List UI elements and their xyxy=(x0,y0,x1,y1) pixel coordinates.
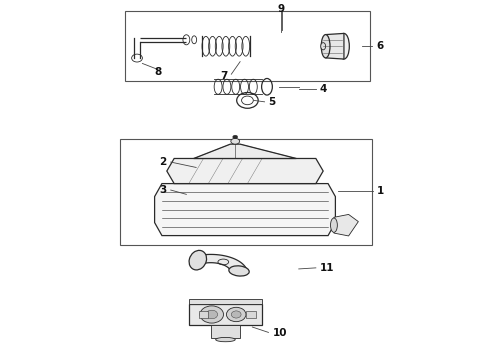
FancyBboxPatch shape xyxy=(246,311,256,318)
Text: 9: 9 xyxy=(278,4,285,14)
Polygon shape xyxy=(334,215,358,236)
Polygon shape xyxy=(326,33,344,59)
Polygon shape xyxy=(194,255,247,271)
FancyBboxPatch shape xyxy=(189,305,262,324)
Circle shape xyxy=(206,310,218,319)
Text: 2: 2 xyxy=(160,157,167,167)
Polygon shape xyxy=(194,144,296,158)
Ellipse shape xyxy=(231,138,240,144)
FancyBboxPatch shape xyxy=(189,300,262,305)
Polygon shape xyxy=(167,158,323,184)
Text: 10: 10 xyxy=(272,328,287,338)
Ellipse shape xyxy=(339,33,349,59)
Circle shape xyxy=(226,307,246,321)
FancyBboxPatch shape xyxy=(211,324,240,338)
Circle shape xyxy=(231,311,241,318)
Text: 1: 1 xyxy=(377,186,384,196)
Text: 7: 7 xyxy=(220,71,228,81)
FancyBboxPatch shape xyxy=(198,311,208,318)
Text: 3: 3 xyxy=(160,185,167,195)
Circle shape xyxy=(233,135,238,139)
Ellipse shape xyxy=(229,266,249,276)
Text: 4: 4 xyxy=(319,84,327,94)
Ellipse shape xyxy=(321,35,330,58)
Ellipse shape xyxy=(189,251,207,270)
Text: 5: 5 xyxy=(269,97,276,107)
Text: 11: 11 xyxy=(320,263,334,273)
Text: 6: 6 xyxy=(376,41,383,51)
Circle shape xyxy=(200,306,223,323)
Text: 8: 8 xyxy=(154,67,162,77)
Ellipse shape xyxy=(216,337,235,342)
Ellipse shape xyxy=(331,218,337,232)
Ellipse shape xyxy=(321,42,326,50)
Polygon shape xyxy=(155,184,335,235)
